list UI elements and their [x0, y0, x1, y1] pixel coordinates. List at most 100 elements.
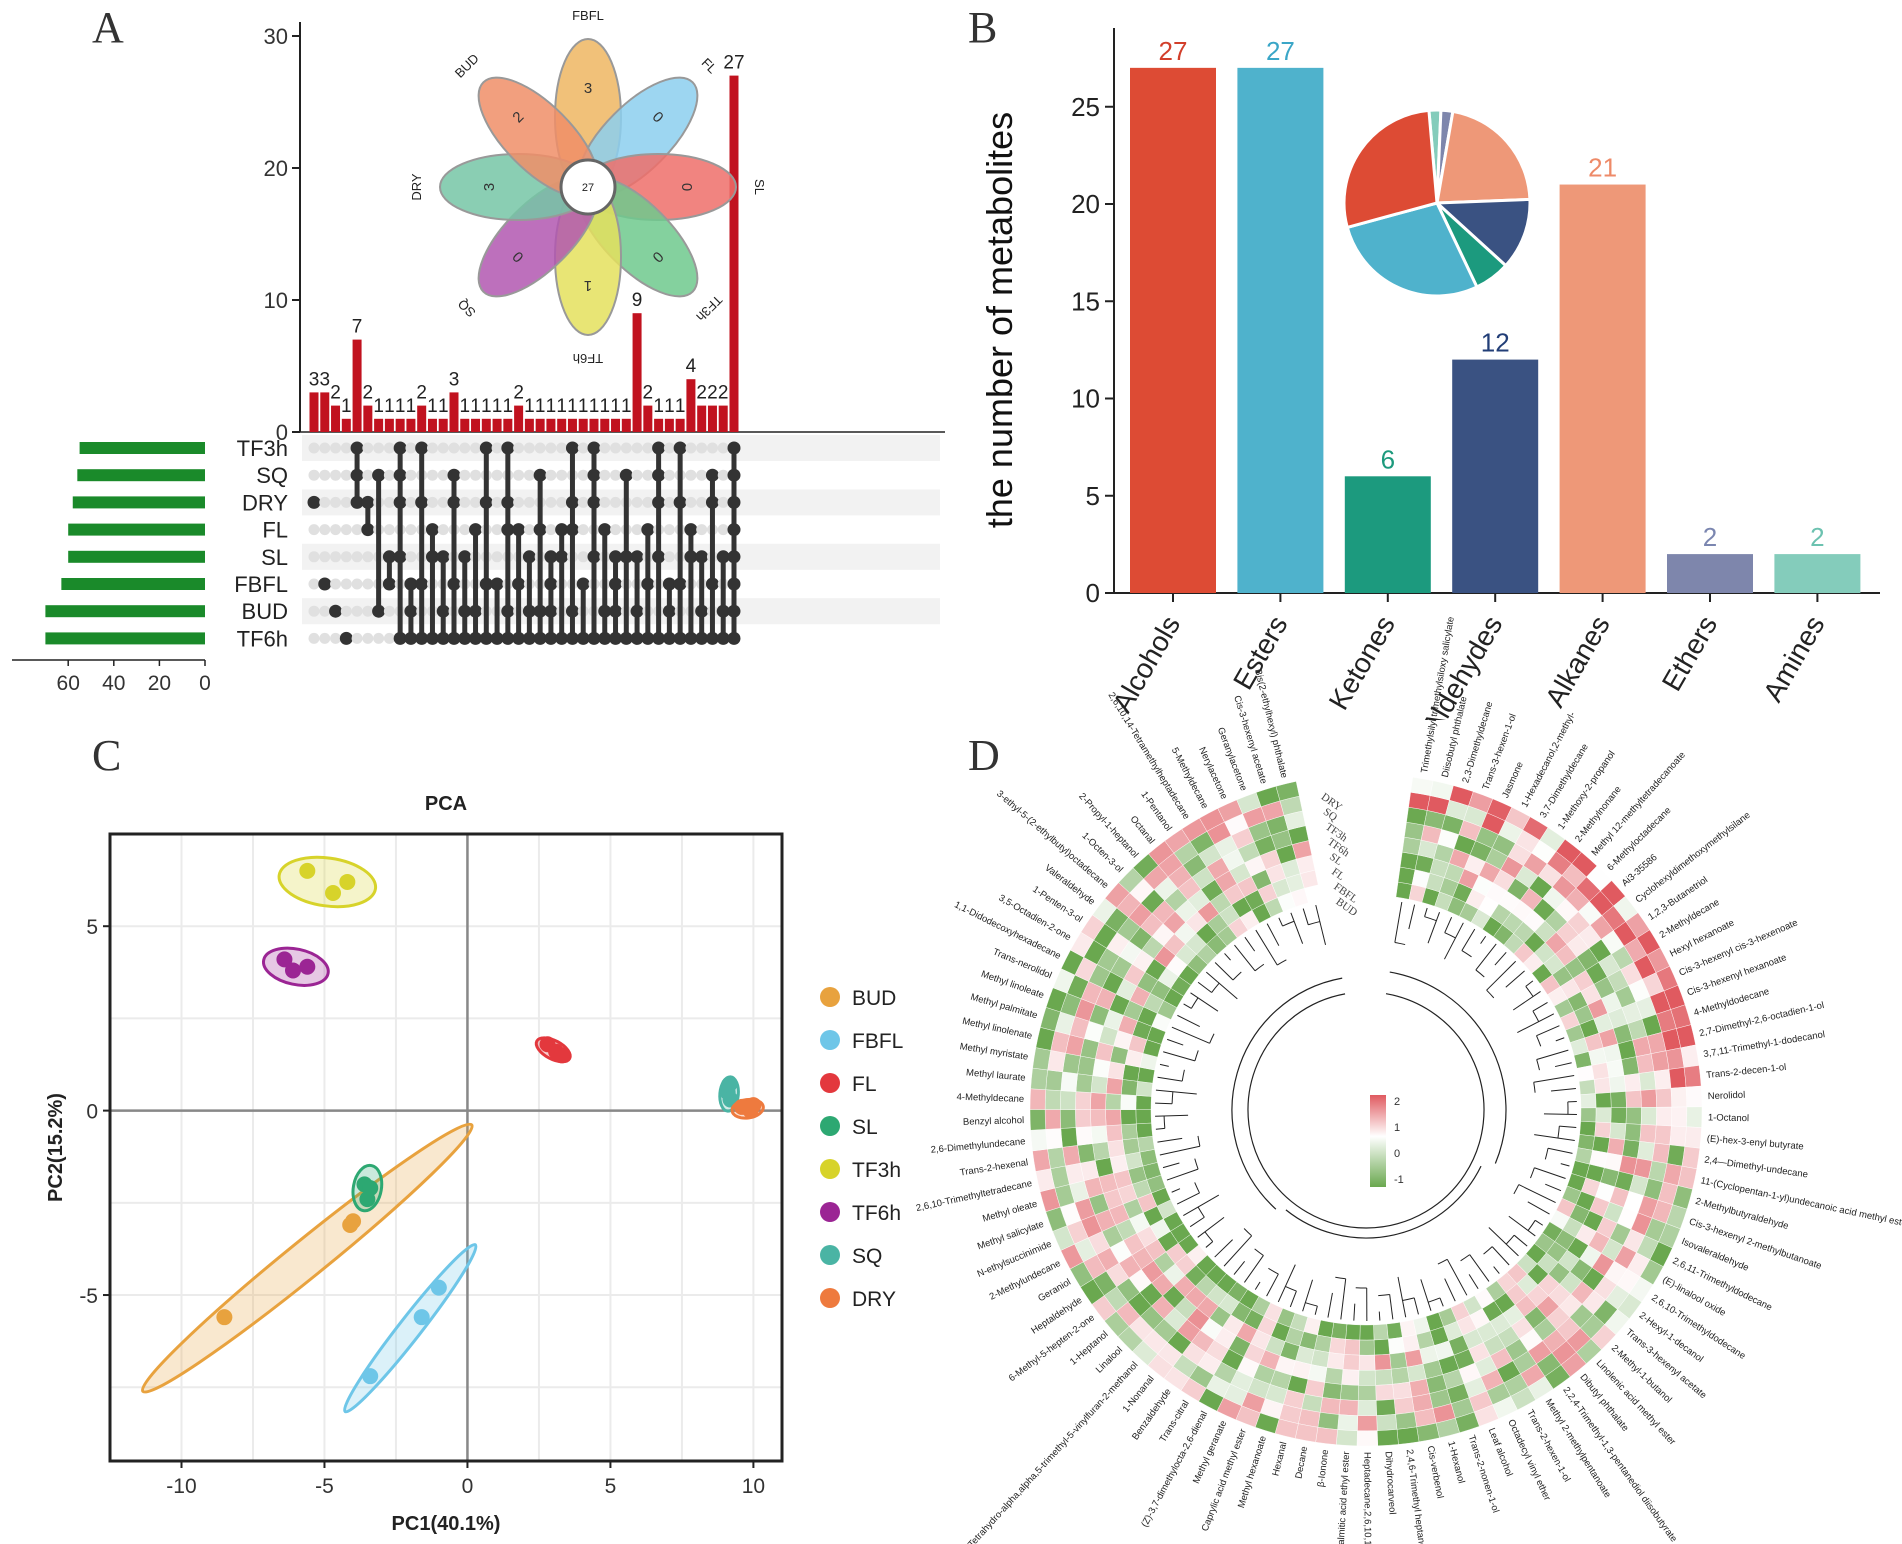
- upset-bar: [557, 418, 567, 432]
- matrix-dot-empty: [351, 551, 363, 563]
- pca-point: [299, 958, 316, 975]
- matrix-dot-empty: [362, 632, 374, 644]
- matrix-dot-filled: [652, 495, 666, 509]
- upset-bar-label: 1: [675, 396, 686, 417]
- dendrogram-leaf: [1159, 1145, 1201, 1156]
- dendrogram-arc-major: [1389, 971, 1507, 1164]
- dendrogram-leaf: [1189, 1216, 1205, 1228]
- classes-bar-label: 2: [1810, 522, 1824, 552]
- matrix-dot-empty: [631, 442, 643, 454]
- heatmap-cell: [1326, 1352, 1345, 1370]
- flower-petal-value: 3: [481, 183, 498, 191]
- heatmap-cell: [1609, 1122, 1627, 1140]
- heatmap-cell: [1105, 1093, 1122, 1110]
- dendrogram-leaf: [1255, 929, 1278, 966]
- matrix-dot-filled: [544, 577, 558, 591]
- matrix-dot-empty: [330, 524, 342, 536]
- dendrogram-arc: [1533, 1082, 1536, 1093]
- matrix-dot-empty: [556, 496, 568, 508]
- matrix-dot-filled: [415, 441, 429, 455]
- matrix-dot-empty: [383, 469, 395, 481]
- dendrogram-leaf: [1190, 992, 1219, 1012]
- matrix-dot-filled: [436, 550, 450, 564]
- matrix-dot-empty: [459, 524, 471, 536]
- heatmap-cell: [1375, 1383, 1395, 1401]
- heatmap-cell: [1373, 1323, 1389, 1341]
- dendrogram-arc: [1536, 1059, 1540, 1071]
- heatmap-cell: [1029, 1109, 1046, 1131]
- heatmap-cell: [1105, 1124, 1123, 1142]
- heatmap-cell: [1637, 1141, 1655, 1162]
- pca-x-label: PC1(40.1%): [392, 1513, 501, 1535]
- matrix-dot-empty: [340, 551, 352, 563]
- matrix-dot-filled: [501, 631, 515, 645]
- heatmap-cell: [1105, 1077, 1123, 1095]
- upset-bar-label: 2: [707, 383, 718, 404]
- dendrogram-leaf: [1244, 936, 1256, 952]
- matrix-dot-filled: [404, 604, 418, 618]
- matrix-dot-empty: [405, 496, 417, 508]
- set-label: SL: [261, 545, 288, 570]
- heatmap-cell: [1322, 1382, 1342, 1400]
- dendrogram-arc: [1268, 1267, 1279, 1275]
- dendrogram-arc: [1163, 1115, 1166, 1129]
- matrix-dot-empty: [330, 469, 342, 481]
- heatmap-cell: [1376, 1429, 1399, 1447]
- heatmap-cell: [1595, 1107, 1612, 1124]
- dendrogram-leaf: [1508, 1215, 1536, 1237]
- classes-y-tick-label: 25: [1071, 92, 1100, 122]
- upset-bar-label: 1: [384, 396, 395, 417]
- pie-slice: [1345, 201, 1479, 298]
- upset-bar-label: 4: [686, 356, 697, 377]
- matrix-dot-empty: [717, 469, 729, 481]
- dendrogram-leaf: [1536, 1025, 1560, 1037]
- heatmap-cell: [1090, 1109, 1107, 1127]
- upset-bar-label: 3: [319, 369, 330, 390]
- flower-petal-name: TF6h: [573, 351, 603, 366]
- matrix-dot-filled: [329, 604, 343, 618]
- upset-bar: [686, 379, 696, 432]
- dendrogram-leaf: [1532, 1002, 1548, 1012]
- dendrogram-arc: [1525, 986, 1534, 997]
- heatmap-row-label: β-Ionone: [1316, 1449, 1331, 1488]
- matrix-dot-empty: [405, 442, 417, 454]
- heatmap-row-label: Dihydrocarveol: [1383, 1451, 1398, 1515]
- heatmap-cell: [1636, 1053, 1655, 1074]
- set-label: DRY: [242, 490, 288, 515]
- heatmap-row-label: Jasmone: [1500, 760, 1526, 800]
- heatmap-row-label: 11-(Cyclopentan-1-yl)undecanoic acid met…: [1699, 1175, 1902, 1230]
- matrix-dot-filled: [404, 631, 418, 645]
- matrix-dot-filled: [512, 577, 526, 591]
- pca-frame: [108, 832, 784, 1463]
- dendrogram-leaf: [1171, 1026, 1210, 1044]
- matrix-dot-filled: [361, 495, 375, 509]
- pca-point: [745, 1097, 762, 1114]
- matrix-dot-empty: [717, 524, 729, 536]
- upset-bar-label: 9: [632, 290, 643, 311]
- matrix-dot-filled: [372, 468, 386, 482]
- matrix-dot-empty: [513, 442, 525, 454]
- matrix-dot-filled: [382, 577, 396, 591]
- heatmap-row-label: Leaf alcohol: [1486, 1426, 1515, 1478]
- upset-bar: [643, 405, 653, 432]
- matrix-dot-empty: [362, 578, 374, 590]
- matrix-dot-empty: [373, 442, 385, 454]
- upset-bar-label: 27: [723, 53, 744, 74]
- heatmap-cell: [1359, 1324, 1375, 1341]
- classes-y-tick-label: 20: [1071, 189, 1100, 219]
- matrix-dot-empty: [459, 442, 471, 454]
- heatmap-cell: [1135, 1109, 1152, 1125]
- matrix-dot-empty: [319, 551, 331, 563]
- dendrogram-leaf: [1224, 953, 1231, 961]
- heatmap-cell: [1396, 1426, 1420, 1445]
- dendrogram-leaf: [1183, 1194, 1220, 1216]
- matrix-dot-filled: [662, 604, 676, 618]
- heatmap-cell: [1374, 1353, 1392, 1371]
- matrix-dot-empty: [491, 524, 503, 536]
- matrix-dot-filled: [641, 523, 655, 537]
- set-size-bar: [72, 496, 205, 509]
- flower-petal-name: DRY: [409, 173, 424, 201]
- matrix-dot-empty: [717, 496, 729, 508]
- dendrogram-arc: [1254, 1248, 1264, 1256]
- matrix-dot-empty: [362, 442, 374, 454]
